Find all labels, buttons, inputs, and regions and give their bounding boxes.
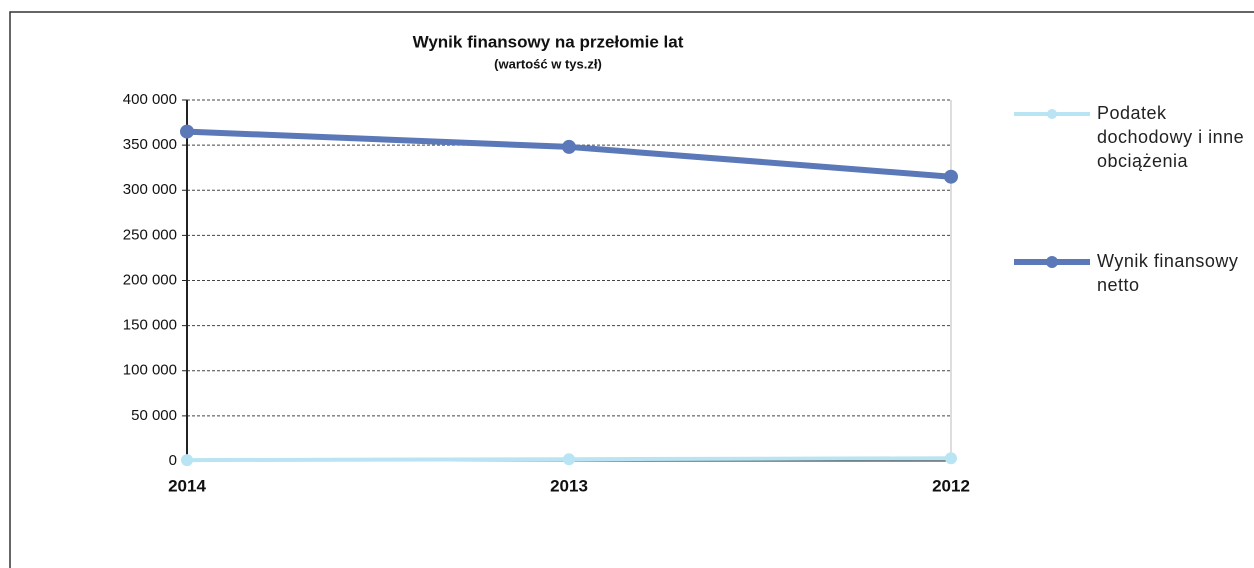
y-tick-label: 400 000 [123,91,177,108]
legend-marker [1046,256,1058,268]
series-line [186,128,952,180]
point [563,453,575,466]
y-tick-label: 150 000 [123,317,177,334]
legend-marker [1047,109,1057,119]
legend-label: Wynik finansowy netto [1097,251,1239,295]
point [181,454,193,467]
y-tick-label: 50 000 [131,407,177,424]
point [944,169,958,184]
x-tick-label: 2013 [550,476,588,495]
point [562,139,576,154]
y-tick-label: 0 [169,452,177,469]
chart-title: Wynik finansowy na przełomie lat [413,32,684,51]
y-tick-label: 300 000 [123,181,177,198]
y-tick-label: 350 000 [123,136,177,153]
x-tick-label: 2014 [168,476,206,495]
frame [9,11,1254,568]
x-tick-label: 2012 [932,476,970,495]
y-tick-label: 250 000 [123,226,177,243]
y-tick-label: 200 000 [123,271,177,288]
point [180,124,194,139]
point [945,452,957,465]
chart-subtitle: (wartość w tys.zł) [494,56,602,71]
legend-label: Podatek dochodowy i inne obciążenia [1097,103,1245,171]
y-tick-label: 100 000 [123,362,177,379]
